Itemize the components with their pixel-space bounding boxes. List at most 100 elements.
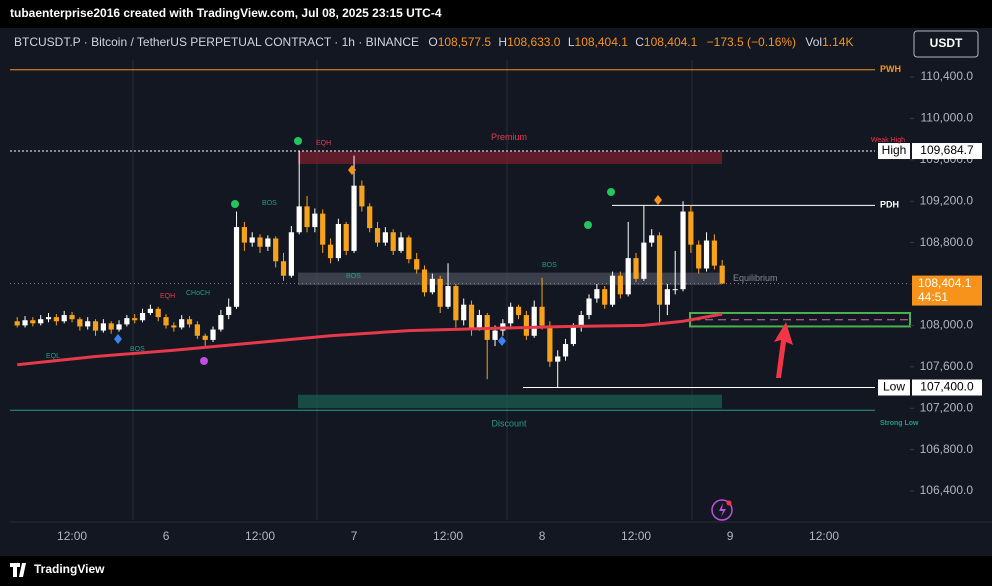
candle-body — [38, 319, 44, 324]
candle-body — [696, 244, 702, 269]
candle-body — [414, 259, 420, 270]
alert-dot — [726, 500, 732, 506]
alert-icon[interactable] — [711, 499, 733, 521]
annotations: EQL BOS EQH CHoCH BOS EQH BOS BOS — [46, 140, 557, 360]
zone-label: Premium — [491, 132, 527, 142]
y-tick-label: 108,800.0 — [920, 235, 974, 249]
zone-label: Equilibrium — [733, 273, 778, 283]
candle-body — [100, 323, 106, 331]
candle-body — [241, 227, 247, 243]
arrow — [774, 322, 793, 378]
annotation: EQH — [316, 140, 331, 147]
candle-body — [602, 289, 608, 305]
zone-label: Discount — [491, 419, 527, 429]
candle-body — [218, 315, 224, 330]
annotation: BOS — [130, 346, 145, 353]
change: −173.5 (−0.16%) — [707, 35, 796, 49]
candle-body — [30, 320, 36, 324]
level-tag — [878, 379, 910, 396]
candle-body — [53, 317, 59, 322]
candle-body — [719, 265, 725, 284]
candle-body — [664, 289, 670, 305]
alert-bolt — [719, 503, 726, 517]
candle-body — [445, 286, 451, 307]
ohlc-label: L — [568, 35, 575, 49]
candle-body — [468, 304, 475, 328]
candle-body — [22, 320, 28, 326]
candle-body — [233, 227, 240, 307]
legend: BTCUSDT.P · Bitcoin / TetherUS PERPETUAL… — [14, 35, 853, 49]
candle-body — [531, 306, 537, 336]
y-tick-label: 106,800.0 — [920, 442, 974, 456]
x-tick-label: 9 — [727, 529, 734, 543]
candle-body — [296, 206, 302, 233]
candle-body — [273, 238, 279, 262]
level-price: 107,400.0 — [920, 380, 974, 394]
candle-body — [210, 329, 216, 340]
candle-body — [312, 213, 318, 228]
ohlc-label: H — [498, 35, 507, 49]
candle-body — [547, 325, 553, 362]
candle-body — [382, 232, 388, 243]
ohlc-label: C — [635, 35, 644, 49]
level-name: PDH — [880, 200, 899, 210]
candle-body — [476, 315, 482, 328]
top-bar — [0, 0, 992, 28]
ohlc-value: 108,633.0 — [507, 35, 561, 49]
zone — [298, 272, 722, 286]
currency-button[interactable] — [913, 30, 979, 58]
x-tick-label: 12:00 — [621, 529, 651, 543]
candle-body — [461, 304, 467, 321]
annotation: CHoCH — [186, 290, 210, 297]
ohlc-label: O — [428, 35, 437, 49]
footer — [0, 556, 992, 586]
candle-body — [406, 237, 412, 260]
candle-body — [374, 228, 381, 243]
candle-body — [578, 315, 584, 328]
candle-body — [327, 244, 334, 259]
level-price: 109,684.7 — [920, 143, 974, 157]
level-price-tag — [912, 143, 982, 160]
candle-body — [92, 321, 99, 331]
moving-average — [17, 312, 723, 367]
candle-body — [14, 321, 20, 326]
countdown: 44:51 — [918, 290, 948, 304]
candle-body — [429, 278, 435, 293]
currency[interactable]: USDT — [930, 36, 963, 50]
y-tick-label: 107,600.0 — [920, 359, 974, 373]
y-tick-label: 110,000.0 — [921, 111, 974, 125]
candle-body — [77, 319, 83, 327]
candle-body — [555, 356, 561, 362]
candle-body — [116, 324, 122, 330]
candle-body — [45, 317, 52, 320]
candle-body — [453, 286, 459, 321]
candle-body — [523, 315, 529, 336]
candle-body — [69, 315, 75, 320]
y-tick-label: 108,000.0 — [920, 318, 974, 332]
candle-body — [320, 213, 326, 245]
y-tick-label: 106,400.0 — [920, 483, 974, 497]
candle-body — [539, 306, 545, 326]
annotation: BOS — [346, 273, 361, 280]
candle-body — [508, 306, 514, 324]
y-tick-label: 110,400.0 — [921, 69, 974, 83]
level-name: High — [882, 143, 907, 157]
candle-body — [202, 335, 208, 340]
candle-body — [633, 258, 639, 279]
ohlc-value: 108,404.1 — [644, 35, 698, 49]
candle-body — [515, 306, 522, 316]
level-name: PWH — [880, 64, 901, 74]
candle-body — [609, 275, 616, 305]
x-tick-label: 12:00 — [57, 529, 87, 543]
candle-body — [570, 327, 576, 345]
candle-body — [194, 324, 200, 336]
candle-body — [85, 321, 91, 327]
candle-body — [265, 238, 271, 247]
symbol: BTCUSDT.P · Bitcoin / TetherUS PERPETUAL… — [14, 35, 419, 49]
candle-body — [343, 223, 349, 251]
x-tick-label: 6 — [163, 529, 170, 543]
candle-body — [688, 211, 694, 245]
level-name: Low — [883, 380, 905, 394]
